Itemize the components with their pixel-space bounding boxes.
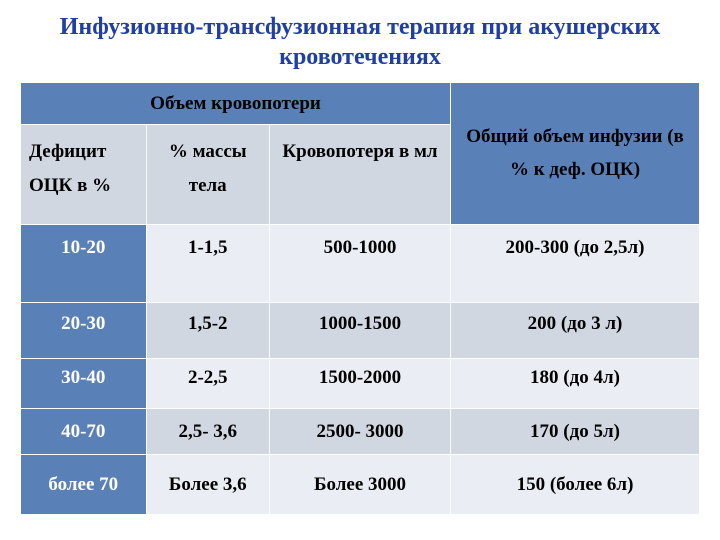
cell-deficit: 40-70 [21, 409, 147, 455]
cell-deficit: 10-20 [21, 225, 147, 303]
header-total-infusion: Общий объем инфузии (в % к деф. ОЦК) [451, 83, 700, 225]
cell-mass: Более 3,6 [146, 455, 269, 515]
header-row-1: Объем кровопотери Общий объем инфузии (в… [21, 83, 700, 125]
page-title: Инфузионно-трансфузионная терапия при ак… [20, 12, 700, 72]
header-blood-loss: Объем кровопотери [21, 83, 451, 125]
cell-infusion: 150 (более 6л) [451, 455, 700, 515]
cell-mass: 1,5-2 [146, 303, 269, 359]
table-row: 10-20 1-1,5 500-1000 200-300 (до 2,5л) [21, 225, 700, 303]
cell-ml: Более 3000 [269, 455, 450, 515]
table-row: более 70 Более 3,6 Более 3000 150 (более… [21, 455, 700, 515]
header-deficit: Дефицит ОЦК в % [21, 125, 147, 225]
cell-infusion: 180 (до 4л) [451, 359, 700, 409]
cell-mass: 1-1,5 [146, 225, 269, 303]
table-row: 30-40 2-2,5 1500-2000 180 (до 4л) [21, 359, 700, 409]
cell-deficit: 30-40 [21, 359, 147, 409]
cell-deficit: более 70 [21, 455, 147, 515]
cell-infusion: 200-300 (до 2,5л) [451, 225, 700, 303]
cell-mass: 2-2,5 [146, 359, 269, 409]
cell-ml: 500-1000 [269, 225, 450, 303]
therapy-table: Объем кровопотери Общий объем инфузии (в… [20, 82, 700, 515]
table-row: 40-70 2,5- 3,6 2500- 3000 170 (до 5л) [21, 409, 700, 455]
cell-infusion: 200 (до 3 л) [451, 303, 700, 359]
header-loss-ml: Кровопотеря в мл [269, 125, 450, 225]
cell-ml: 1000-1500 [269, 303, 450, 359]
cell-ml: 2500- 3000 [269, 409, 450, 455]
header-body-mass: % массы тела [146, 125, 269, 225]
cell-deficit: 20-30 [21, 303, 147, 359]
table-row: 20-30 1,5-2 1000-1500 200 (до 3 л) [21, 303, 700, 359]
cell-ml: 1500-2000 [269, 359, 450, 409]
cell-mass: 2,5- 3,6 [146, 409, 269, 455]
cell-infusion: 170 (до 5л) [451, 409, 700, 455]
